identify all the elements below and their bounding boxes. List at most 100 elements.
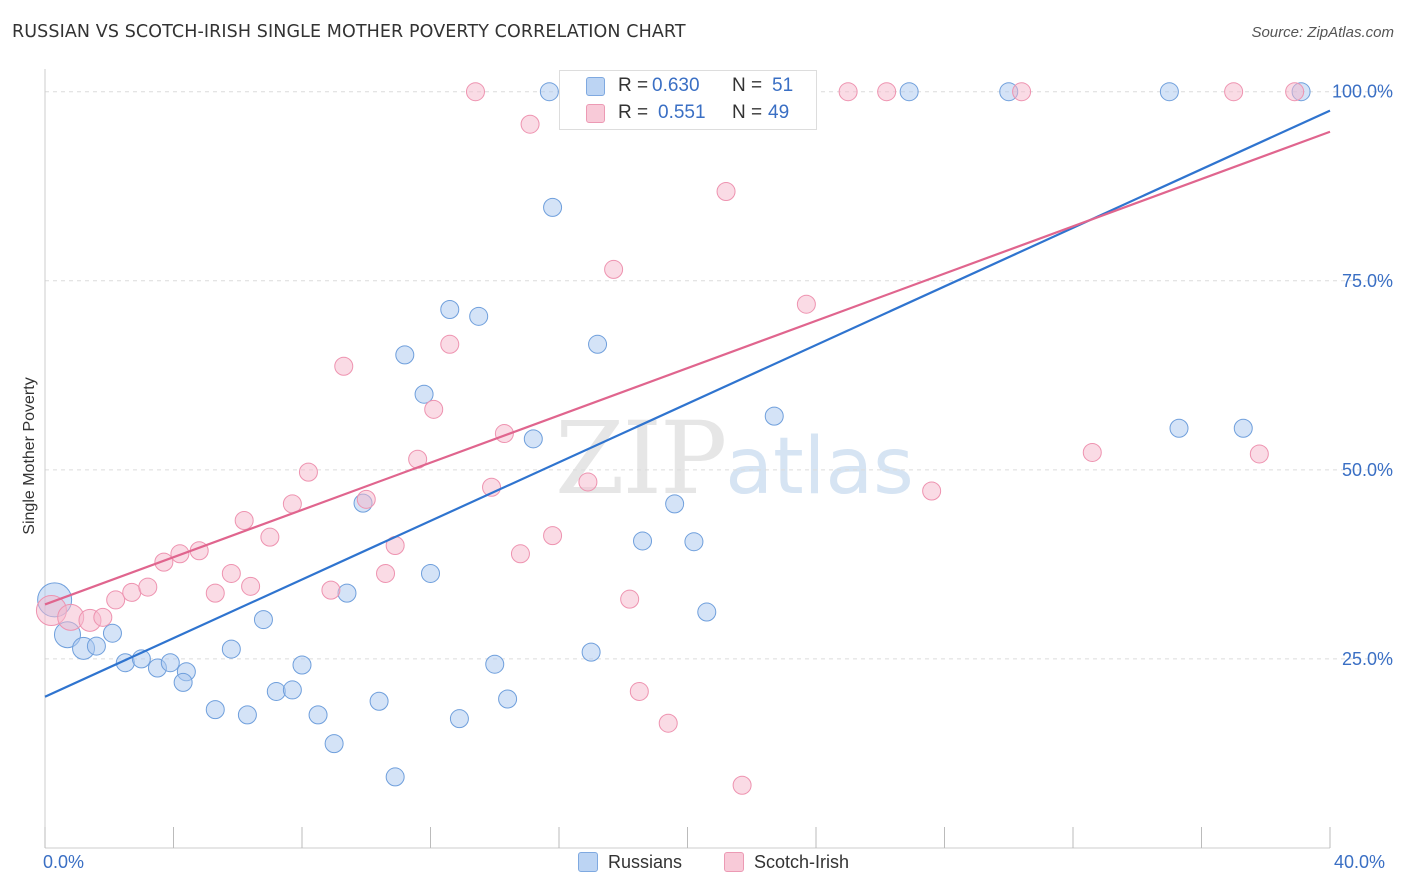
bottom-legend-swatch-russians: [578, 852, 598, 872]
scotch-irish-point: [356, 489, 376, 509]
russians-point: [697, 602, 717, 622]
russians-point: [308, 705, 328, 725]
russians-point: [102, 623, 122, 643]
scotch-irish-point: [154, 552, 174, 572]
scotch-irish-point: [620, 589, 640, 609]
russians-point: [421, 563, 440, 583]
russians-point: [395, 345, 415, 365]
russians-point: [498, 689, 518, 709]
scotch-irish-point: [221, 563, 241, 583]
russians-point: [1233, 418, 1253, 438]
scotch-irish-point: [205, 583, 225, 603]
legend-r-value: 0.551: [658, 102, 706, 123]
scotch-irish-point: [629, 681, 649, 701]
russians-point: [86, 636, 106, 656]
legend-n-value: 49: [768, 102, 790, 123]
russians-point: [282, 680, 302, 700]
russians-point: [899, 82, 919, 102]
scotch-irish-point: [732, 775, 752, 795]
y-tick-label: 75.0%: [1342, 271, 1393, 291]
scotch-irish-point: [106, 590, 126, 610]
legend-r-value: 0.630: [652, 75, 700, 96]
watermark-zip: ZIP: [555, 400, 727, 517]
russians-point: [684, 532, 704, 552]
russians-point: [173, 672, 193, 692]
russians-point: [1169, 418, 1189, 438]
scotch-irish-point: [321, 580, 341, 600]
russians-point: [665, 494, 685, 514]
scotch-irish-point: [796, 294, 816, 314]
scotch-irish-point: [122, 582, 142, 602]
watermark: ZIPatlas: [555, 400, 914, 517]
russians-point: [385, 767, 405, 787]
bottom-legend-russians: Russians: [578, 852, 682, 873]
scotch-irish-point: [1224, 82, 1244, 102]
bottom-legend-label-scotch-irish: Scotch-Irish: [754, 852, 850, 872]
russians-point: [221, 639, 241, 659]
russians-point: [469, 306, 489, 326]
russians-point: [543, 197, 563, 217]
chart-title: RUSSIAN VS SCOTCH-IRISH SINGLE MOTHER PO…: [12, 22, 686, 42]
scotch-irish-point: [298, 462, 318, 482]
bottom-legend-scotch-irish: Scotch-Irish: [724, 852, 849, 873]
russians-point: [581, 642, 601, 662]
scotch-irish-point: [465, 82, 485, 102]
scotch-irish-point: [543, 526, 563, 546]
russians-point: [1159, 82, 1179, 102]
scotch-irish-point: [1249, 444, 1269, 464]
scotch-irish-point: [838, 82, 858, 102]
russians-point: [266, 681, 286, 701]
x-tick-label-min: 0.0%: [43, 852, 85, 872]
legend-r-label: R =: [618, 102, 649, 123]
scotch-irish-point: [1285, 82, 1305, 102]
legend-n-label: N =: [732, 102, 763, 123]
source-credit: Source: ZipAtlas.com: [1251, 24, 1394, 41]
scotch-irish-point: [520, 114, 540, 134]
scotch-irish-point: [922, 481, 942, 501]
legend-swatch-russians: [586, 77, 605, 96]
bottom-legend-swatch-scotch-irish: [724, 852, 744, 872]
scotch-irish-point: [241, 576, 261, 596]
legend-n-value: 51: [772, 75, 794, 96]
stats-legend: R = 0.630 N = 51 R = 0.551 N = 49: [559, 70, 817, 130]
russians-trend-line: [44, 109, 1331, 698]
scotch-irish-point: [234, 511, 254, 531]
russians-point: [539, 82, 559, 102]
scotch-irish-point: [658, 713, 678, 733]
russians-point: [253, 610, 273, 630]
scotch-irish-point: [578, 472, 598, 492]
scotch-irish-point: [424, 399, 444, 419]
scotch-irish-point: [260, 527, 280, 547]
russians-point: [449, 709, 469, 729]
scotch-irish-point: [877, 82, 897, 102]
russians-point: [292, 655, 312, 675]
russians-point: [160, 653, 180, 673]
russians-point: [237, 705, 257, 725]
russians-point: [633, 531, 653, 551]
scotch-irish-point: [376, 563, 396, 583]
scotch-irish-point: [1012, 82, 1032, 102]
y-tick-label: 50.0%: [1342, 460, 1393, 480]
x-tick-label-max: 40.0%: [1334, 852, 1386, 872]
russians-point: [764, 406, 784, 426]
legend-n-label: N =: [732, 75, 763, 96]
watermark-atlas: atlas: [725, 422, 914, 512]
scotch-irish-point: [440, 334, 460, 354]
russians-point: [205, 700, 225, 720]
scotch-irish-point: [604, 259, 624, 279]
y-tick-label: 100.0%: [1332, 82, 1393, 102]
scotch-irish-point: [334, 356, 354, 376]
y-tick-label: 25.0%: [1342, 649, 1393, 669]
russians-point: [369, 691, 389, 711]
russians-point: [324, 734, 344, 754]
scotch-irish-point: [1082, 442, 1102, 462]
scotch-irish-point: [138, 577, 158, 597]
legend-r-label: R =: [618, 75, 649, 96]
scotch-irish-point: [93, 607, 113, 627]
russians-point: [523, 429, 543, 449]
legend-swatch-scotch-irish: [586, 104, 605, 123]
scotch-irish-point: [510, 544, 530, 564]
russians-point: [337, 583, 357, 603]
russians-point: [485, 654, 505, 674]
scotch-irish-point: [716, 182, 736, 202]
